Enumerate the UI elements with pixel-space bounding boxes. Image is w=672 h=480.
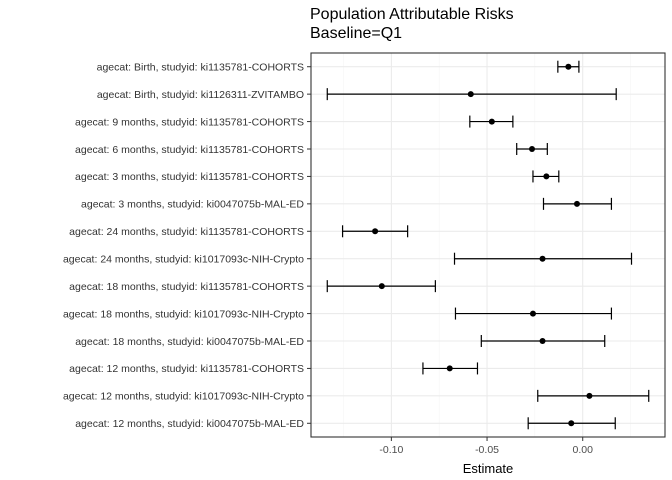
error-bar — [537, 389, 650, 402]
error-bar — [542, 197, 613, 210]
estimate-point — [586, 392, 593, 399]
y-tick-label: agecat: 24 months, studyid: ki1135781-CO… — [69, 226, 304, 238]
y-tick-label: agecat: 3 months, studyid: ki1135781-COH… — [75, 171, 304, 183]
data-marks — [326, 60, 650, 430]
grid-lines — [311, 53, 665, 437]
x-tick-label: 0.00 — [573, 444, 594, 456]
panel-border — [310, 52, 666, 438]
estimate-point — [573, 200, 580, 207]
y-tick-label: agecat: 12 months, studyid: ki1017093c-N… — [63, 391, 304, 403]
estimate-point — [467, 91, 474, 98]
error-bar — [557, 60, 580, 73]
error-bar — [422, 362, 479, 375]
y-tick-label: agecat: 18 months, studyid: ki0047075b-M… — [75, 336, 304, 348]
y-tick-label: agecat: Birth, studyid: ki1135781-COHORT… — [97, 62, 304, 74]
estimate-point — [529, 146, 536, 152]
error-bar — [454, 307, 613, 320]
error-bar — [326, 280, 436, 293]
error-bar — [527, 417, 616, 430]
x-tick-label: -0.10 — [379, 444, 403, 456]
error-bar — [341, 225, 409, 238]
y-tick-label: agecat: 18 months, studyid: ki1017093c-N… — [63, 308, 304, 320]
error-bar — [532, 170, 560, 183]
y-tick-label: agecat: 12 months, studyid: ki0047075b-M… — [75, 418, 304, 430]
y-tick-label: agecat: 12 months, studyid: ki1135781-CO… — [69, 363, 304, 375]
error-bar — [480, 335, 606, 347]
error-bar — [469, 115, 514, 128]
estimate-point — [446, 365, 453, 372]
error-bar — [516, 143, 548, 155]
y-tick-label: agecat: 18 months, studyid: ki1135781-CO… — [69, 281, 304, 293]
estimate-point — [539, 338, 546, 344]
error-bar — [453, 252, 633, 265]
y-tick-label: agecat: 24 months, studyid: ki1017093c-N… — [63, 254, 304, 266]
x-tick-label: -0.05 — [475, 444, 499, 456]
y-tick-label: agecat: 6 months, studyid: ki1135781-COH… — [75, 144, 304, 156]
estimate-point — [539, 255, 546, 262]
estimate-point — [529, 310, 536, 317]
x-axis-title: Estimate — [463, 461, 514, 476]
estimate-point — [568, 420, 575, 427]
chart-subtitle: Baseline=Q1 — [310, 25, 403, 42]
estimate-point — [565, 63, 572, 70]
estimate-point — [378, 283, 385, 290]
estimate-point — [488, 118, 495, 125]
axes: agecat: Birth, studyid: ki1135781-COHORT… — [63, 62, 593, 456]
y-tick-label: agecat: 9 months, studyid: ki1135781-COH… — [75, 116, 304, 128]
estimate-point — [543, 173, 550, 180]
y-tick-label: agecat: 3 months, studyid: ki0047075b-MA… — [81, 199, 304, 211]
y-tick-label: agecat: Birth, studyid: ki1126311-ZVITAM… — [97, 89, 304, 101]
estimate-point — [372, 228, 379, 235]
chart-title: Population Attributable Risks — [310, 6, 514, 23]
error-bar — [326, 88, 617, 101]
